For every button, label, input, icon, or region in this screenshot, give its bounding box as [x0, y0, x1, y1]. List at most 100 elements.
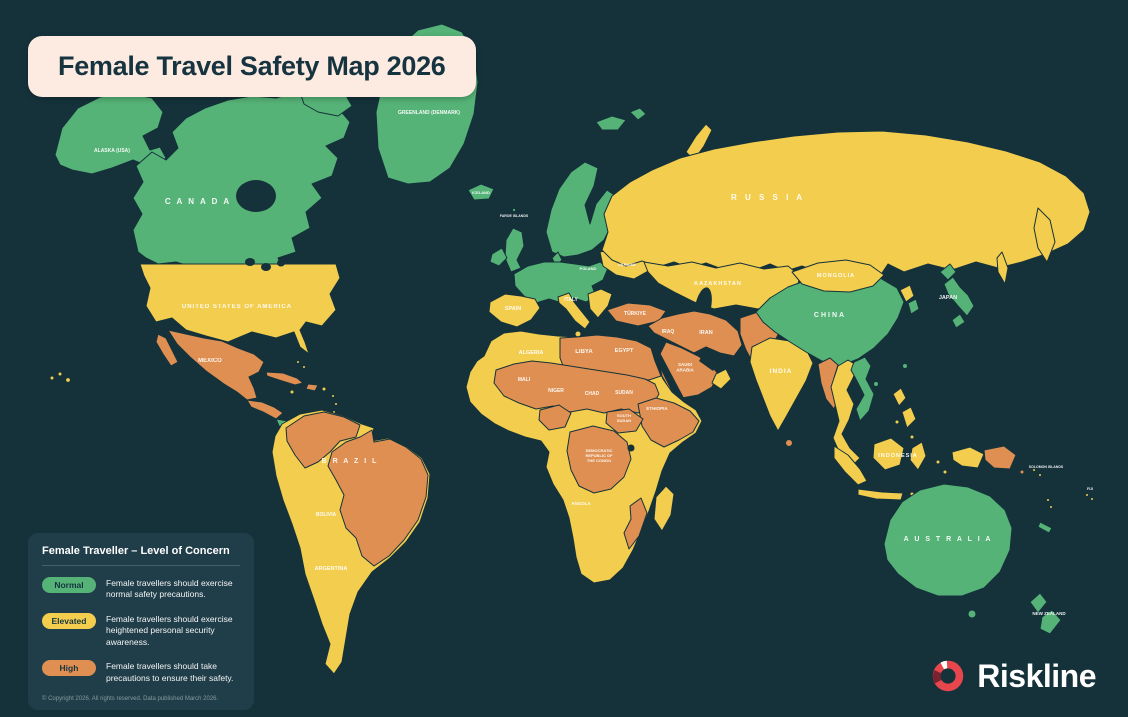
- red-sea: [650, 345, 684, 402]
- europe-west: [489, 161, 618, 304]
- map-labels-layer: ALASKA (USA) C A N A D A GREENLAND (DENMAR…: [94, 110, 1093, 616]
- map-label-t-rkiye: TÜRKIYE: [624, 310, 647, 317]
- map-label-india: INDIA: [770, 368, 793, 375]
- sakhalin: [996, 251, 1009, 285]
- taiwan: [902, 363, 908, 369]
- sri-lanka: [785, 439, 793, 447]
- page-title: Female Travel Safety Map 2026: [58, 51, 446, 81]
- riskline-logo-icon: [933, 660, 964, 692]
- tasmania: [967, 609, 977, 619]
- map-label-algeria: ALGERIA: [519, 350, 544, 356]
- map-label-solomon-islands: SOLOMON ISLANDS: [1029, 465, 1064, 469]
- kamchatka: [1033, 207, 1056, 263]
- philippines: [892, 387, 917, 440]
- svalbard: [595, 107, 647, 131]
- country-italy: [557, 292, 591, 330]
- legend-title: Female Traveller – Level of Concern: [42, 545, 240, 566]
- map-label-c-a-n-a-d-a: C A N A D A: [165, 197, 231, 206]
- map-label-bolivia: BOLIVIA: [316, 512, 337, 518]
- map-label-ukraine: UKRAINE: [618, 262, 637, 267]
- country-russia: [601, 130, 1091, 277]
- balkans: [587, 288, 613, 319]
- persian-gulf: [699, 354, 719, 371]
- country-iceland: [467, 183, 495, 201]
- sicily: [574, 330, 582, 338]
- new-caledonia: [1037, 521, 1053, 534]
- map-label-egypt: EGYPT: [615, 348, 634, 354]
- country-new-zealand: [1029, 592, 1062, 635]
- map-label-a-u-s-t-r-a-l-i-a: A U S T R A L I A: [904, 536, 993, 543]
- map-label-angola: ANGOLA: [571, 501, 591, 506]
- colombia-venezuela: [285, 411, 361, 469]
- legend-badge-normal: Normal: [42, 577, 96, 593]
- hispaniola-island: [305, 383, 319, 392]
- logo-text: Riskline: [977, 657, 1096, 694]
- caribbean-islands: [289, 360, 338, 414]
- country-vietnam: [850, 356, 875, 422]
- map-label-ethiopia: ETHIOPIA: [646, 406, 668, 411]
- map-label-mexico: MEXICO: [198, 358, 222, 364]
- legend-desc-high: Female travellers should take precaution…: [106, 661, 234, 683]
- map-label-kazakhstan: KAZAKHSTAN: [694, 281, 742, 287]
- country-brazil: [327, 429, 429, 567]
- country-japan: [939, 263, 975, 329]
- map-label-italy: ITALY: [564, 297, 578, 303]
- map-label-argentina: ARGENTINA: [315, 566, 348, 572]
- logo-ring-dark: [933, 670, 942, 684]
- map-label-r-u-s-s-i-a: R U S S I A: [731, 193, 805, 202]
- map-label-spain: SPAIN: [505, 306, 521, 312]
- legend-card: Female Traveller – Level of Concern Norm…: [28, 533, 254, 711]
- map-label-faroe-islands: FAROE ISLANDS: [500, 214, 529, 218]
- great-lakes-1: [245, 258, 255, 266]
- map-label-china: CHINA: [814, 312, 846, 319]
- country-india: [749, 337, 814, 432]
- lake-victoria: [627, 444, 635, 452]
- map-label-south-sudan: SOUTH SUDAN: [617, 413, 631, 423]
- country-mongolia: [791, 259, 885, 293]
- map-label-saudi-arabia: SAUDI ARABIA: [676, 362, 694, 373]
- iberia: [488, 293, 541, 328]
- map-label-democratic-republic-of-the-congo: DEMOCRATIC REPUBLIC OF THE CONGO: [585, 448, 613, 463]
- middle-east: [647, 310, 743, 357]
- map-label-iceland: ICELAND: [472, 190, 490, 195]
- hudson-bay: [236, 180, 276, 212]
- faroe-islands: [511, 207, 517, 213]
- map-label-b-r-a-z-i-l: B R A Z I L: [322, 458, 379, 465]
- mozambique: [623, 497, 648, 550]
- pacific-islands: [1032, 468, 1094, 509]
- title-card: Female Travel Safety Map 2026: [28, 36, 476, 97]
- map-label-poland: POLAND: [580, 266, 597, 271]
- map-label-chad: CHAD: [585, 391, 600, 397]
- riskline-logo: Riskline: [929, 657, 1096, 695]
- map-label-iraq: IRAQ: [662, 329, 675, 335]
- country-turkiye: [606, 302, 667, 327]
- country-nigeria: [538, 404, 572, 431]
- map-label-mali: MALI: [518, 377, 531, 383]
- map-label-indonesia: INDONESIA: [878, 453, 918, 459]
- legend-badge-high: High: [42, 660, 96, 677]
- great-lakes-3: [277, 259, 285, 267]
- map-label-new-zealand: NEW ZEALAND: [1032, 611, 1066, 616]
- map-label-sudan: SUDAN: [615, 390, 633, 396]
- hawaii-islands: [49, 371, 71, 383]
- map-label-japan: JAPAN: [939, 295, 957, 301]
- madagascar: [653, 485, 675, 532]
- legend-desc-normal: Female travellers should exercise normal…: [106, 578, 233, 600]
- south-korea: [907, 298, 920, 315]
- legend-row-normal: Normal Female travellers should exercise…: [42, 577, 240, 601]
- country-canada: [132, 91, 351, 269]
- country-mexico: [167, 329, 265, 401]
- map-label-mongolia: MONGOLIA: [817, 273, 855, 279]
- map-label-greenland-denmark-: GREENLAND (DENMARK): [398, 110, 460, 116]
- map-label-fiji: FIJI: [1087, 487, 1093, 491]
- map-label-iran: IRAN: [699, 330, 712, 336]
- country-alaska: [54, 92, 167, 175]
- legend-desc-elevated: Female travellers should exercise height…: [106, 613, 233, 647]
- country-usa: [139, 263, 341, 355]
- map-label-niger: NIGER: [548, 388, 564, 394]
- papua-new-guinea: [983, 445, 1025, 475]
- baja-california: [155, 333, 179, 367]
- copyright-note: © Copyright 2026. All rights reserved. D…: [42, 696, 219, 703]
